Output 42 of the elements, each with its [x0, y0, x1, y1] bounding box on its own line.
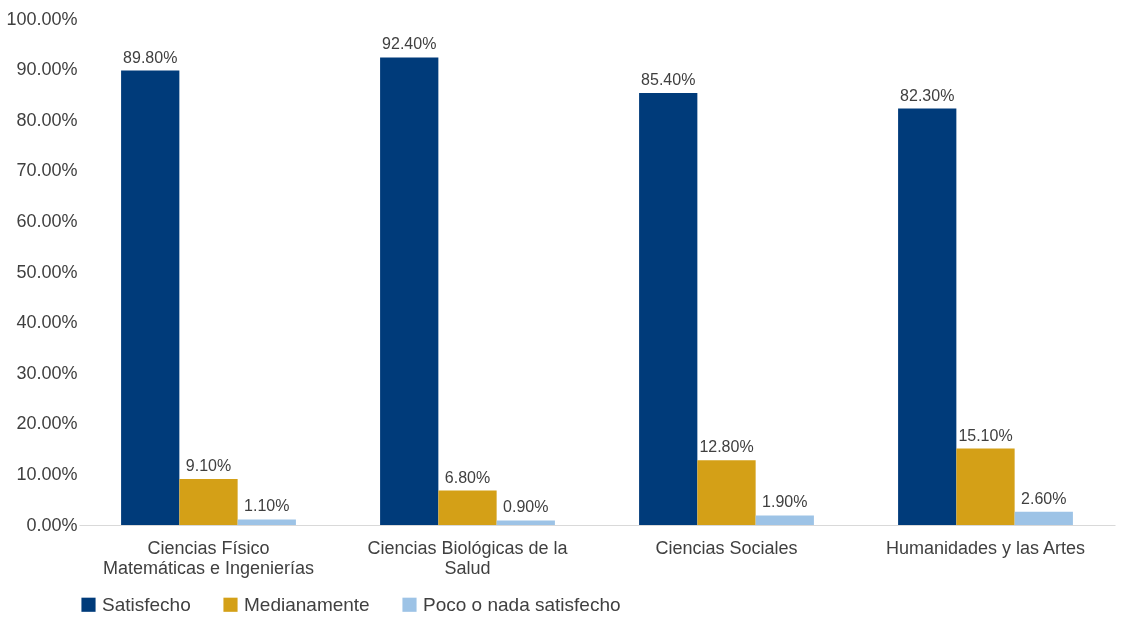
y-tick-label: 80.00%	[16, 109, 78, 130]
bar	[237, 519, 296, 525]
legend-label: Satisfecho	[102, 593, 191, 615]
x-tick-label: Ciencias Físico Matemáticas e Ingenierías	[102, 537, 315, 578]
data-label: 0.90%	[503, 498, 549, 516]
bar	[179, 478, 238, 525]
x-tick-label: Ciencias Biológicas de la Salud	[367, 537, 569, 578]
bar	[755, 515, 814, 525]
legend-label: Medianamente	[244, 593, 370, 615]
y-tick-label: 60.00%	[16, 210, 78, 231]
data-label: 85.40%	[641, 70, 696, 88]
bar	[121, 70, 180, 525]
y-tick-label: 100.00%	[6, 8, 78, 29]
x-tick-label: Humanidades y las Artes	[885, 537, 1086, 558]
x-tick-label: Ciencias Sociales	[655, 537, 798, 558]
data-label: 15.10%	[958, 426, 1013, 444]
bar	[639, 92, 698, 525]
data-label: 89.80%	[123, 48, 178, 66]
y-tick-label: 70.00%	[16, 160, 78, 181]
data-label: 9.10%	[185, 456, 232, 474]
y-tick-label: 40.00%	[16, 312, 78, 333]
data-label: 2.60%	[1021, 489, 1067, 507]
bar	[380, 57, 439, 525]
y-tick-label: 90.00%	[16, 59, 78, 80]
bar	[898, 108, 957, 525]
bar	[956, 448, 1015, 525]
data-label: 92.40%	[382, 35, 437, 53]
y-tick-label: 10.00%	[16, 463, 78, 484]
bar	[438, 490, 497, 525]
data-label: 12.80%	[699, 438, 754, 456]
data-label: 1.10%	[244, 497, 290, 515]
y-tick-label: 30.00%	[16, 362, 78, 383]
bar	[496, 520, 555, 525]
y-tick-label: 50.00%	[16, 261, 78, 282]
data-label: 1.90%	[762, 493, 808, 511]
legend-label: Poco o nada satisfecho	[423, 593, 621, 615]
y-tick-label: 20.00%	[16, 413, 78, 434]
data-label: 6.80%	[444, 468, 491, 486]
bar	[697, 460, 756, 525]
bar	[1014, 511, 1073, 525]
y-tick-label: 0.00%	[26, 514, 78, 535]
data-label: 82.30%	[900, 86, 955, 104]
